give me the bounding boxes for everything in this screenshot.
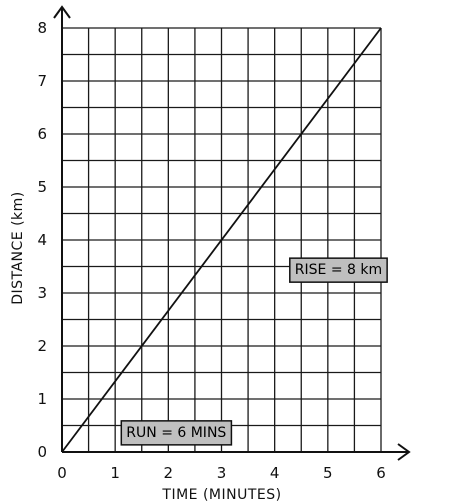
axes <box>53 5 411 461</box>
x-tick-label: 5 <box>323 464 333 482</box>
y-axis-arrow <box>53 5 71 19</box>
x-tick-labels: 0 1 2 3 4 5 6 <box>57 464 386 482</box>
annotation-label: RUN = 6 MINS <box>126 425 226 441</box>
annotation-label: RISE = 8 km <box>295 262 382 278</box>
y-tick-label: 1 <box>37 390 47 408</box>
x-axis-arrow <box>397 443 411 461</box>
x-tick-label: 2 <box>164 464 174 482</box>
x-tick-label: 6 <box>376 464 386 482</box>
annotation: RUN = 6 MINS <box>120 420 233 446</box>
y-tick-label: 7 <box>37 72 47 90</box>
y-tick-labels: 0 1 2 3 4 5 6 7 8 <box>37 19 47 461</box>
y-axis-label: DISTANCE (km) <box>10 191 26 305</box>
x-tick-label: 1 <box>110 464 120 482</box>
y-tick-label: 2 <box>37 337 47 355</box>
y-tick-label: 8 <box>37 19 47 37</box>
series <box>61 27 382 453</box>
annotation: RISE = 8 km <box>289 257 388 283</box>
series-line <box>61 27 382 453</box>
y-tick-label: 4 <box>37 231 47 249</box>
y-tick-label: 5 <box>37 178 47 196</box>
y-tick-label: 3 <box>37 284 47 302</box>
annotation-box <box>120 420 233 446</box>
x-tick-label: 3 <box>217 464 227 482</box>
y-tick-label: 0 <box>37 443 47 461</box>
annotation-box <box>289 257 388 283</box>
y-tick-label: 6 <box>37 125 47 143</box>
x-tick-label: 4 <box>270 464 280 482</box>
x-tick-label: 0 <box>57 464 67 482</box>
x-axis-label: TIME (MINUTES) <box>161 487 281 501</box>
annotations: RISE = 8 km RUN = 6 MINS <box>120 257 388 446</box>
